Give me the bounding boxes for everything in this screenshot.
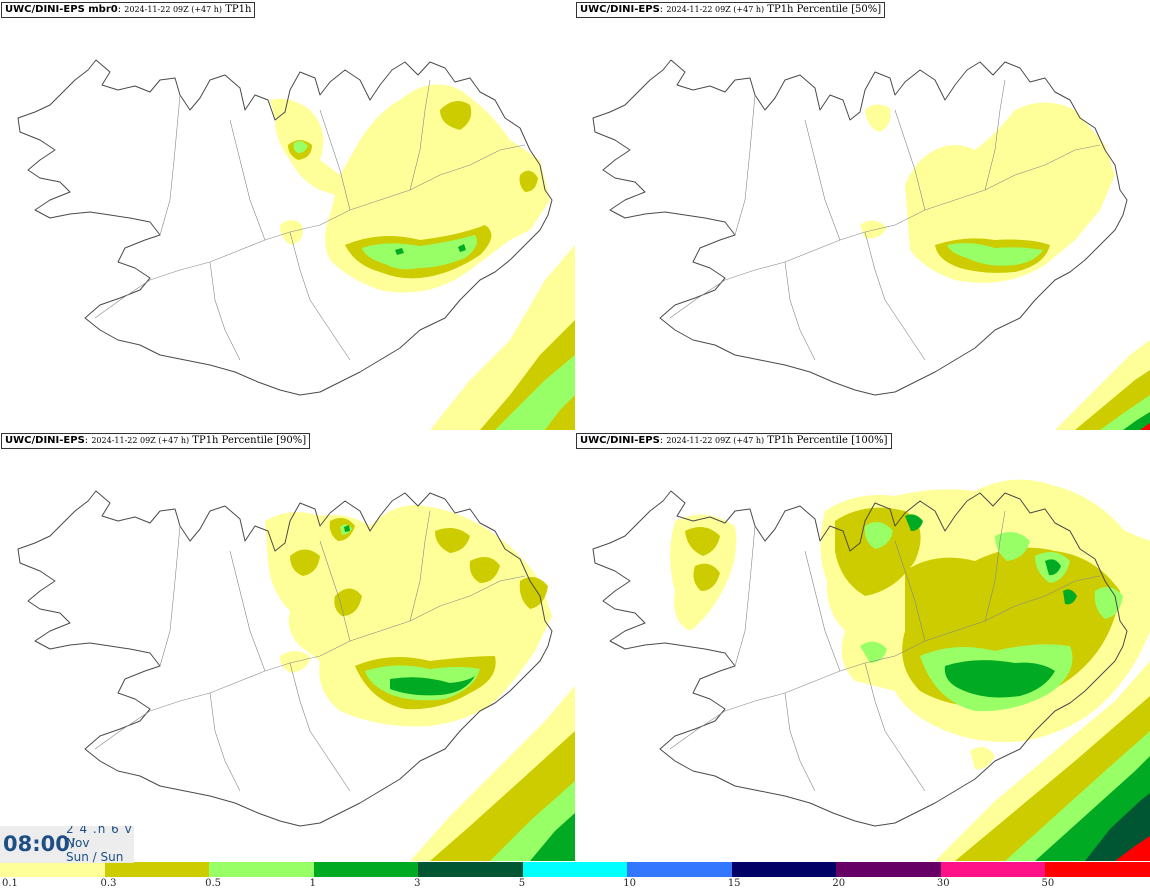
colorbar-swatch: [104, 862, 210, 877]
model-name: UWC/DINI-EPS: [5, 435, 85, 446]
run-time: 2024-11-22 09Z (+47 h): [91, 436, 190, 445]
precip-contours: [270, 84, 575, 430]
map-panel-p100: UWC/DINI-EPS: 2024-11-22 09Z (+47 h) TP1…: [575, 431, 1150, 861]
colorbar-swatch: [418, 862, 524, 877]
colorbar-swatch: [522, 862, 628, 877]
map-panel-p90: UWC/DINI-EPS: 2024-11-22 09Z (+47 h) TP1…: [0, 431, 575, 861]
colorbar-tick-label: 15: [727, 878, 741, 889]
param-name: TP1h Percentile [50%]: [767, 4, 882, 15]
panel-label: UWC/DINI-EPS mbr0: 2024-11-22 09Z (+47 h…: [1, 2, 256, 18]
valid-time: 08:00: [3, 832, 70, 856]
run-time: 2024-11-22 09Z (+47 h): [666, 5, 765, 14]
colorbar-swatch: [836, 862, 942, 877]
colorbar-tick-label: 1: [309, 878, 316, 889]
colorbar: 0.1 0.3 0.5 1 3 5 10 15 20 30 50: [0, 862, 1150, 891]
valid-date-line2: Nov: [66, 836, 90, 850]
colorbar-tick-label: 3: [414, 878, 421, 889]
colorbar-swatch: [0, 862, 105, 877]
colorbar-swatch: [1045, 862, 1150, 877]
colorbar-tick-label: 50: [1041, 878, 1055, 889]
model-name: UWC/DINI-EPS: [580, 4, 660, 15]
valid-date-line3: Sun / Sun: [66, 850, 124, 863]
model-name: UWC/DINI-EPS: [580, 435, 660, 446]
colorbar-tick-label: 0.5: [205, 878, 221, 889]
precip-contours: [265, 505, 575, 861]
colorbar-swatch: [627, 862, 733, 877]
panel-label: UWC/DINI-EPS: 2024-11-22 09Z (+47 h) TP1…: [576, 2, 886, 18]
precip-map: [17, 59, 575, 430]
param-name: TP1h Percentile [90%]: [192, 435, 307, 446]
map-panel-mbr0: UWC/DINI-EPS mbr0: 2024-11-22 09Z (+47 h…: [0, 0, 575, 430]
colorbar-tick-label: 0.3: [100, 878, 117, 889]
colorbar-tick-label: 10: [623, 878, 636, 889]
map-panel-p50: UWC/DINI-EPS: 2024-11-22 09Z (+47 h) TP1…: [575, 0, 1150, 430]
precip-map: [592, 59, 1150, 430]
colorbar-swatch: [209, 862, 315, 877]
param-name: TP1h: [225, 4, 252, 15]
colorbar-tick-label: 0.1: [2, 878, 18, 889]
panel-label: UWC/DINI-EPS: 2024-11-22 09Z (+47 h) TP1…: [1, 433, 311, 449]
model-name: UWC/DINI-EPS mbr0: [5, 4, 118, 15]
precip-contours: [860, 102, 1150, 430]
valid-time-box: 08:00 2 4 .n 6 v ./ Nov Sun / Sun: [0, 826, 134, 863]
valid-date-line1: 2 4 .n 6 v ./: [66, 826, 133, 850]
precip-map: [592, 479, 1150, 861]
colorbar-tick-label: 20: [832, 878, 846, 889]
run-time: 2024-11-22 09Z (+47 h): [666, 436, 765, 445]
colorbar-swatch: [313, 862, 419, 877]
colorbar-tick-label: 5: [518, 878, 526, 889]
precip-map: [17, 490, 575, 861]
run-time: 2024-11-22 09Z (+47 h): [124, 5, 223, 14]
colorbar-swatch: [731, 862, 837, 877]
param-name: TP1h Percentile [100%]: [767, 435, 888, 446]
panel-label: UWC/DINI-EPS: 2024-11-22 09Z (+47 h) TP1…: [576, 433, 892, 449]
colorbar-swatch: [940, 862, 1046, 877]
precip-contours: [670, 479, 1150, 861]
colorbar-tick-label: 30: [936, 878, 950, 889]
